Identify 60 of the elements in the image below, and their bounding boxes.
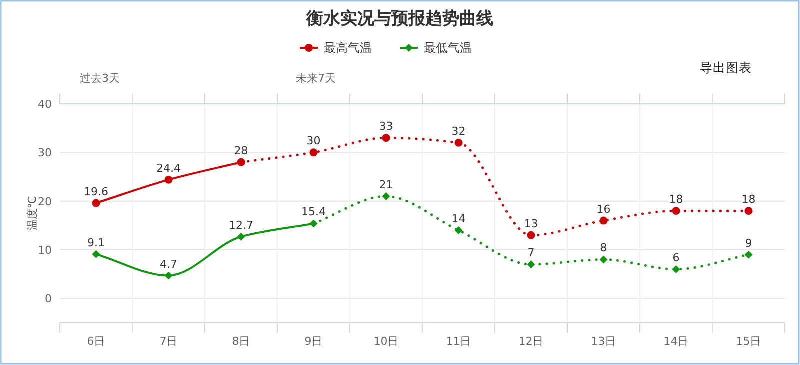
point — [92, 250, 100, 258]
data-label: 18 — [669, 193, 684, 206]
y-tick-label: 0 — [45, 292, 52, 306]
data-label: 16 — [596, 202, 611, 216]
point — [310, 148, 318, 157]
point — [382, 192, 390, 200]
text: 过去3天 — [80, 72, 120, 85]
x-tick-label: 13日 — [591, 335, 616, 348]
data-label: 9.1 — [88, 236, 105, 250]
y-tick-label: 30 — [38, 146, 52, 160]
point — [454, 138, 463, 147]
data-label: 32 — [452, 124, 466, 138]
data-label: 9 — [745, 236, 752, 250]
x-tick-label: 10日 — [374, 335, 399, 348]
data-label: 19.6 — [84, 185, 108, 198]
data-label: 4.7 — [160, 258, 178, 271]
point — [600, 256, 608, 264]
point — [164, 272, 173, 280]
point — [164, 176, 173, 184]
data-label: 15.4 — [302, 206, 326, 219]
data-label: 14 — [452, 212, 466, 226]
point — [237, 232, 246, 241]
point — [672, 207, 680, 216]
data-label: 33 — [379, 120, 394, 134]
data-label: 18 — [742, 193, 756, 206]
text: 导出图表 — [700, 60, 752, 75]
text: 未来7天 — [296, 72, 336, 85]
point — [454, 226, 463, 235]
legend-label: 最高气温 — [324, 41, 372, 55]
point — [744, 250, 753, 259]
x-tick-label: 7日 — [160, 335, 178, 348]
data-label: 12.7 — [229, 218, 254, 232]
x-tick-label: 9日 — [304, 335, 323, 348]
y-tick-label: 40 — [38, 98, 52, 111]
data-label: 24.4 — [156, 162, 181, 175]
point — [600, 216, 608, 225]
data-label: 28 — [234, 144, 248, 158]
data-label: 21 — [379, 178, 394, 192]
data-label: 8 — [600, 242, 608, 255]
point — [92, 199, 100, 208]
y-tick-label: 10 — [38, 244, 52, 257]
y-tick-label: 20 — [38, 195, 52, 208]
legend-label: 最低气温 — [424, 41, 472, 55]
data-label: 30 — [306, 134, 321, 148]
chart-title: 衡水实况与预报趋势曲线 — [306, 9, 494, 29]
x-tick-label: 15日 — [736, 335, 762, 348]
x-tick-label: 6日 — [87, 335, 106, 348]
point — [527, 231, 536, 240]
x-tick-label: 12日 — [518, 335, 544, 348]
x-tick-label: 14日 — [664, 335, 689, 348]
data-label: 13 — [524, 217, 538, 230]
point — [744, 207, 753, 216]
data-label: 6 — [672, 251, 680, 264]
point — [672, 265, 680, 274]
data-label: 7 — [528, 246, 535, 260]
x-tick-label: 8日 — [232, 335, 250, 348]
x-tick-label: 11日 — [446, 335, 472, 348]
point — [382, 134, 390, 142]
point — [527, 260, 536, 269]
y-axis-title: 温度℃ — [26, 196, 39, 231]
